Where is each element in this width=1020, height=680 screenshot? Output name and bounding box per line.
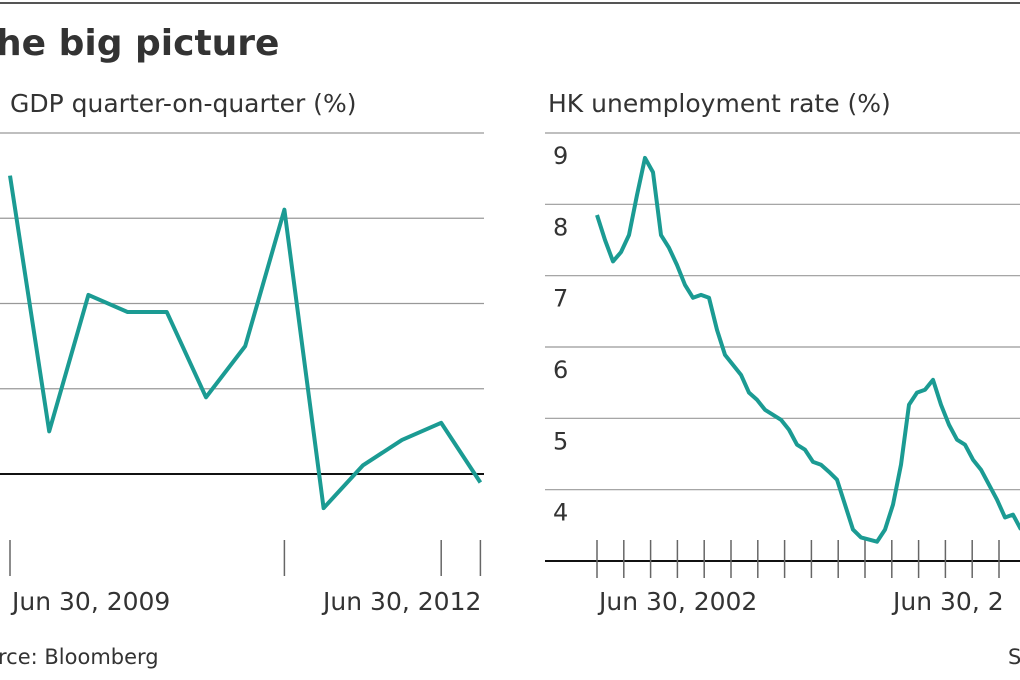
chart-title: HK unemployment rate (%) bbox=[548, 89, 891, 118]
data-line bbox=[595, 155, 1020, 544]
x-tick-label: Jun 30, 2 bbox=[891, 587, 1004, 616]
chart-title: GDP quarter-on-quarter (%) bbox=[10, 89, 356, 118]
y-tick-label: 9 bbox=[553, 142, 568, 170]
y-tick-label: 4 bbox=[553, 499, 568, 527]
source: rce: Bloomberg bbox=[0, 645, 159, 669]
y-tick-label: 7 bbox=[553, 285, 568, 313]
y-tick-label: 6 bbox=[553, 356, 568, 384]
y-tick-label: 5 bbox=[553, 427, 568, 455]
data-line bbox=[8, 175, 483, 511]
page-title: he big picture bbox=[0, 23, 279, 64]
source: S bbox=[1008, 645, 1020, 669]
x-tick-label: Jun 30, 2002 bbox=[597, 587, 757, 616]
x-tick-label: Jun 30, 2009 bbox=[10, 587, 170, 616]
y-tick-label: 8 bbox=[553, 213, 568, 241]
x-tick-label: Jun 30, 2012 bbox=[321, 587, 481, 616]
